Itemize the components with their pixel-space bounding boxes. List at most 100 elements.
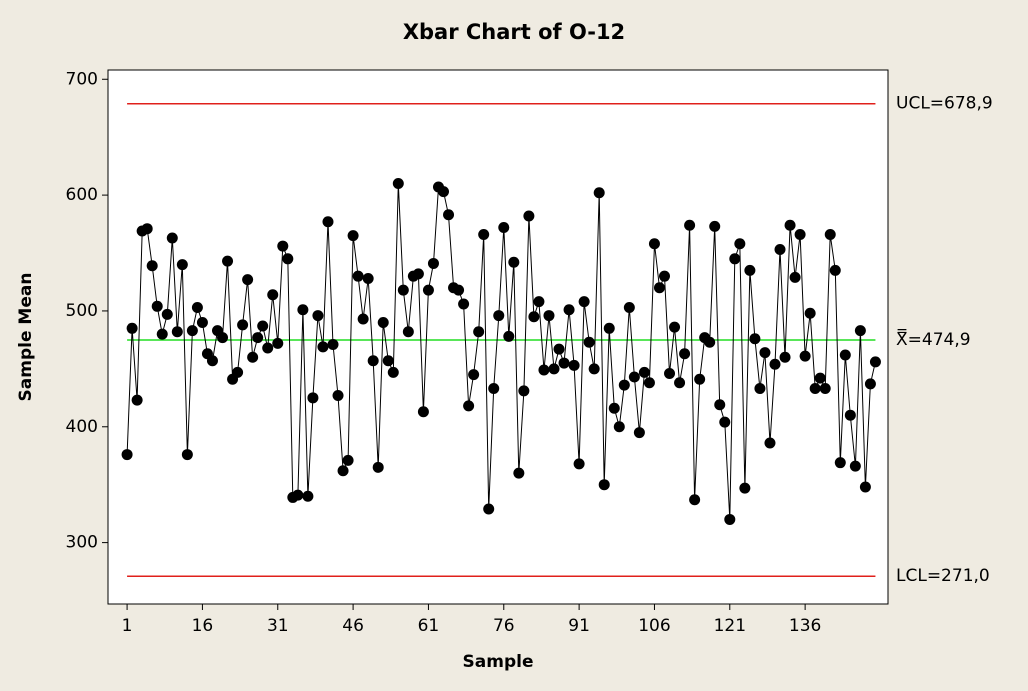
data-point (352, 270, 364, 282)
data-point (217, 332, 229, 344)
x-tick-label: 91 (568, 616, 590, 636)
data-point (739, 482, 751, 494)
data-point (427, 257, 439, 269)
data-point (709, 220, 721, 232)
data-point (714, 399, 726, 411)
data-point (417, 406, 429, 418)
data-point (151, 300, 163, 312)
data-point (628, 371, 640, 383)
data-point (854, 325, 866, 337)
data-point (121, 449, 133, 461)
data-point (342, 454, 354, 466)
data-point (598, 479, 610, 491)
data-point (252, 332, 264, 344)
x-tick-label: 1 (122, 616, 133, 636)
data-point (694, 373, 706, 385)
data-point (664, 367, 676, 379)
y-tick-label: 500 (66, 301, 98, 321)
data-point (232, 366, 244, 378)
data-point (141, 223, 153, 235)
data-point (623, 301, 635, 313)
series-line (126, 183, 876, 520)
data-point (764, 437, 776, 449)
data-point (392, 178, 404, 190)
data-point (478, 228, 490, 240)
data-point (829, 264, 841, 276)
data-point (412, 268, 424, 280)
data-point (754, 383, 766, 395)
data-point (247, 351, 259, 363)
data-point (186, 325, 198, 337)
data-point (402, 326, 414, 338)
data-point (317, 341, 329, 353)
x-tick-label: 76 (493, 616, 515, 636)
data-point (538, 364, 550, 376)
data-point (744, 264, 756, 276)
data-point (543, 310, 555, 322)
data-point (362, 273, 374, 285)
data-point (553, 343, 565, 355)
control-limit-label: LCL=271,0 (896, 566, 990, 586)
data-point (181, 449, 193, 461)
data-point (397, 284, 409, 296)
data-point (443, 209, 455, 221)
data-point (689, 494, 701, 506)
data-point (653, 282, 665, 294)
data-point (297, 304, 309, 316)
data-point (669, 321, 681, 333)
data-point (568, 359, 580, 371)
data-point (387, 366, 399, 378)
data-point (282, 253, 294, 265)
y-tick-label: 400 (66, 417, 98, 437)
data-point (322, 216, 334, 228)
data-point (438, 186, 450, 198)
x-axis-label: Sample (463, 652, 534, 672)
data-point (603, 322, 615, 334)
data-point (684, 219, 696, 231)
data-point (608, 402, 620, 414)
data-point (257, 320, 269, 332)
data-point (267, 289, 279, 301)
data-point (729, 253, 741, 265)
data-point (844, 409, 856, 421)
data-point (372, 461, 384, 473)
data-point (548, 363, 560, 375)
data-point (679, 348, 691, 360)
data-point (674, 377, 686, 389)
data-point (814, 372, 826, 384)
data-point (789, 271, 801, 283)
data-point (518, 385, 530, 397)
data-point (171, 326, 183, 338)
data-point (834, 457, 846, 469)
y-tick-label: 700 (66, 69, 98, 89)
data-point (493, 310, 505, 322)
data-point (513, 467, 525, 479)
data-point (784, 219, 796, 231)
data-point (191, 301, 203, 313)
data-point (176, 259, 188, 271)
data-point (633, 427, 645, 439)
control-limit-label: X̿=474,9 (896, 327, 971, 350)
data-point (458, 298, 470, 310)
data-point (578, 296, 590, 308)
data-point (523, 210, 535, 222)
y-tick-label: 300 (66, 533, 98, 553)
data-point (769, 358, 781, 370)
data-point (749, 333, 761, 345)
data-point (422, 284, 434, 296)
data-point (583, 336, 595, 348)
data-point (859, 481, 871, 493)
data-point (719, 416, 731, 428)
x-tick-label: 46 (342, 616, 364, 636)
data-point (473, 326, 485, 338)
data-point (483, 503, 495, 515)
data-point (156, 328, 168, 340)
data-point (869, 356, 881, 368)
data-point (593, 187, 605, 199)
data-point (528, 311, 540, 323)
x-tick-label: 136 (789, 616, 821, 636)
data-point (643, 377, 655, 389)
data-point (206, 355, 218, 367)
data-point (272, 337, 284, 349)
data-point (799, 350, 811, 362)
